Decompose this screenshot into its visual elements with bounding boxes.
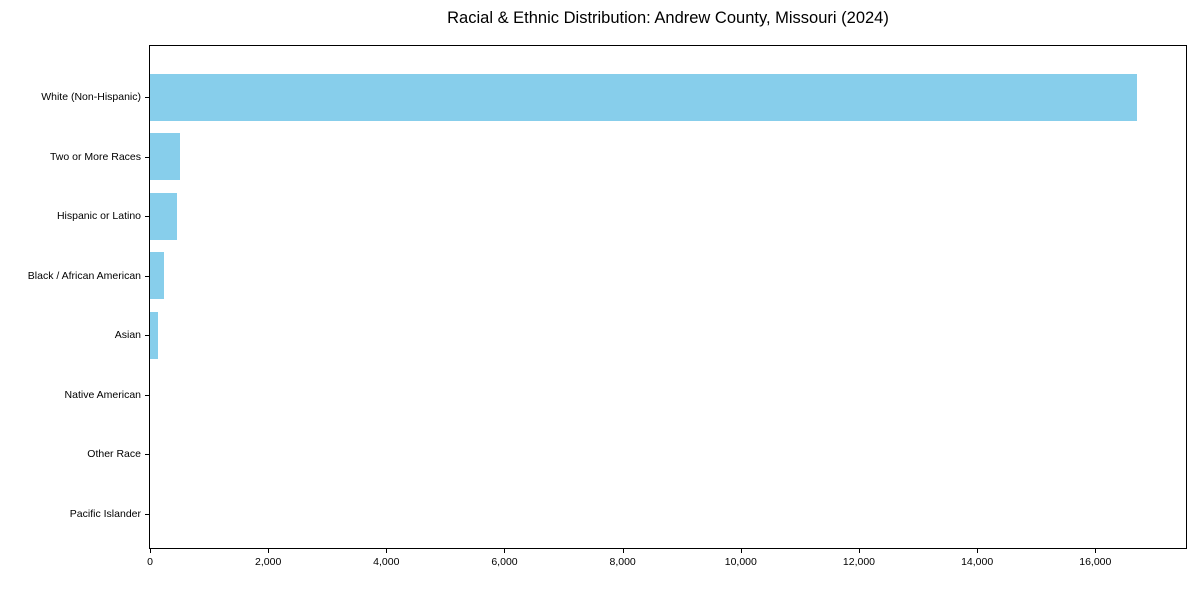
y-tick-label-native-american: Native American <box>64 388 141 401</box>
x-tick-label-8-000: 8,000 <box>609 556 636 568</box>
y-tick-mark <box>145 454 149 455</box>
y-tick-mark <box>145 156 149 158</box>
y-tick-label-hispanic-or-latino: Hispanic or Latino <box>56 210 141 222</box>
chart-title: Racial & Ethnic Distribution: Andrew Cou… <box>447 9 889 27</box>
x-tick-mark <box>977 549 979 553</box>
bar-asian <box>150 311 158 359</box>
x-tick-mark <box>858 549 860 553</box>
x-tick-mark <box>740 549 742 553</box>
y-tick-label-other-race: Other Race <box>87 448 141 460</box>
x-tick-label-2-000: 2,000 <box>255 556 282 568</box>
y-tick-mark <box>145 216 149 217</box>
bar-hispanic-or-latino <box>150 192 178 240</box>
y-tick-mark <box>145 394 149 396</box>
y-tick-label-asian: Asian <box>114 329 141 341</box>
x-tick-label-16-000: 16,000 <box>1079 556 1112 568</box>
x-tick-mark <box>268 549 270 553</box>
plot-area <box>149 45 1187 549</box>
y-tick-label-black-african-american: Black / African American <box>27 269 141 282</box>
x-tick-label-12-000: 12,000 <box>842 556 876 568</box>
x-tick-label-4-000: 4,000 <box>373 556 400 568</box>
x-tick-label-6-000: 6,000 <box>491 556 518 568</box>
y-tick-label-pacific-islander: Pacific Islander <box>69 507 141 520</box>
y-tick-mark <box>145 275 149 277</box>
y-tick-label-white-non-hispanic: White (Non-Hispanic) <box>41 91 141 103</box>
y-tick-label-two-or-more-races: Two or More Races <box>49 150 141 163</box>
x-tick-mark <box>504 549 506 553</box>
y-tick-mark <box>145 335 149 336</box>
y-tick-mark <box>145 97 149 98</box>
bar-white-non-hispanic <box>150 73 1137 121</box>
bar-black-african-american <box>150 252 165 299</box>
x-tick-label-10-000: 10,000 <box>724 556 757 568</box>
x-tick-mark <box>386 549 388 553</box>
x-tick-mark <box>622 549 624 553</box>
y-tick-mark <box>145 513 149 515</box>
x-tick-mark <box>1095 549 1097 553</box>
x-tick-label-14-000: 14,000 <box>961 556 994 568</box>
x-tick-label-0: 0 <box>147 556 153 568</box>
x-tick-mark <box>150 549 151 553</box>
bar-two-or-more-races <box>150 133 180 180</box>
